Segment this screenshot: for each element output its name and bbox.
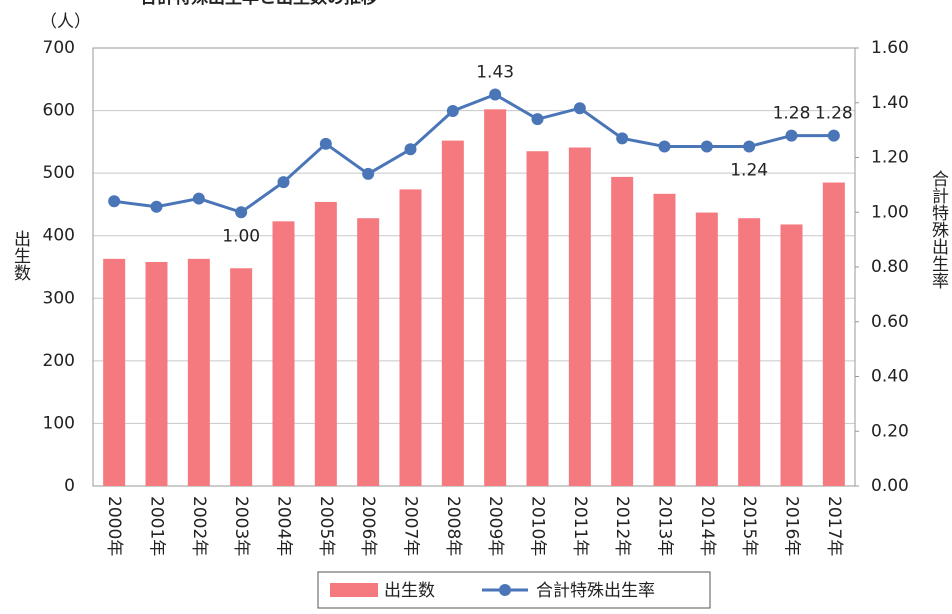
y2-tick-label: 1.60 [871, 38, 909, 58]
x-tick-label: 2008年 [443, 496, 463, 556]
bar [187, 258, 210, 486]
x-tick-label: 2013年 [655, 496, 675, 556]
bar [695, 212, 718, 486]
y2-tick-label: 1.40 [871, 93, 909, 113]
x-tick-label: 2012年 [612, 496, 632, 556]
data-label: 1.28 [815, 104, 853, 124]
legend-label: 出生数 [384, 581, 435, 601]
y2-tick-label: 1.00 [871, 202, 909, 222]
x-tick-label: 2002年 [189, 496, 209, 556]
line-marker [743, 140, 756, 153]
line-marker [531, 113, 544, 126]
x-tick-label: 2005年 [316, 496, 336, 556]
y2-tick-label: 0.00 [871, 476, 909, 496]
bar [145, 261, 168, 486]
x-tick-label: 2000年 [104, 496, 124, 556]
bar [399, 189, 422, 486]
x-tick-label: 2010年 [528, 496, 548, 556]
x-tick-label: 2017年 [824, 496, 844, 556]
y-axis-label: 出生数 [10, 230, 31, 281]
line [113, 92, 834, 214]
y-tick-label: 500 [43, 163, 75, 183]
line-marker [658, 140, 671, 153]
x-tick-label: 2016年 [782, 496, 802, 556]
y-tick-label: 300 [43, 288, 75, 308]
y-tick-label: 200 [43, 351, 75, 371]
data-label: 1.43 [476, 63, 514, 83]
chart-title: 合計特殊出生率と出生数の推移 [140, 0, 378, 8]
y-tick-label: 700 [43, 38, 75, 58]
line-marker [827, 129, 840, 142]
x-tick-label: 2007年 [401, 496, 421, 556]
bar [230, 268, 253, 486]
x-tick-label: 2011年 [570, 496, 590, 556]
line-marker [235, 206, 248, 219]
line-marker [277, 176, 290, 189]
bar [314, 201, 337, 486]
data-label: 1.00 [222, 226, 260, 246]
y-unit: （人） [40, 12, 91, 32]
y2-axis-label: 合計特殊出生率 [928, 170, 949, 289]
x-tick-label: 2015年 [739, 496, 759, 556]
line-marker [319, 137, 332, 150]
bar [780, 224, 803, 487]
y2-tick-label: 0.80 [871, 257, 909, 277]
x-tick-label: 2001年 [147, 496, 167, 556]
line-marker [700, 140, 713, 153]
x-tick-label: 2004年 [274, 496, 294, 556]
plot-border [92, 47, 856, 487]
legend-label: 合計特殊出生率 [536, 581, 655, 601]
line-marker [362, 167, 375, 180]
bar [441, 140, 464, 486]
bar [272, 221, 295, 486]
line-marker [489, 88, 502, 101]
y-tick-label: 400 [43, 226, 75, 246]
bar [103, 258, 126, 486]
x-tick-label: 2006年 [358, 496, 378, 556]
y-tick-label: 100 [43, 413, 75, 433]
y2-tick-label: 1.20 [871, 148, 909, 168]
bar [653, 193, 676, 486]
y-tick-label: 0 [64, 476, 75, 496]
x-tick-label: 2003年 [231, 496, 251, 556]
y-tick-label: 600 [43, 101, 75, 121]
y2-tick-label: 0.60 [871, 312, 909, 332]
line-marker [785, 129, 798, 142]
data-label: 1.24 [730, 161, 768, 181]
legend-swatch [330, 583, 378, 597]
line-marker [616, 132, 629, 145]
y2-tick-label: 0.20 [871, 421, 909, 441]
bar [611, 176, 634, 486]
line-marker [404, 143, 417, 156]
y2-tick-label: 0.40 [871, 367, 909, 387]
legend-marker [499, 584, 511, 596]
line-marker [108, 195, 121, 208]
data-label: 1.28 [773, 104, 811, 124]
x-tick-label: 2014年 [697, 496, 717, 556]
x-tick-label: 2009年 [485, 496, 505, 556]
bar [484, 109, 507, 486]
bar [568, 147, 591, 486]
bar [738, 218, 761, 487]
line-marker [150, 200, 163, 213]
bar [526, 151, 549, 486]
bar [357, 218, 380, 487]
line-marker [573, 102, 586, 115]
line-marker [446, 104, 459, 117]
line-marker [192, 192, 205, 205]
bar [822, 182, 845, 486]
